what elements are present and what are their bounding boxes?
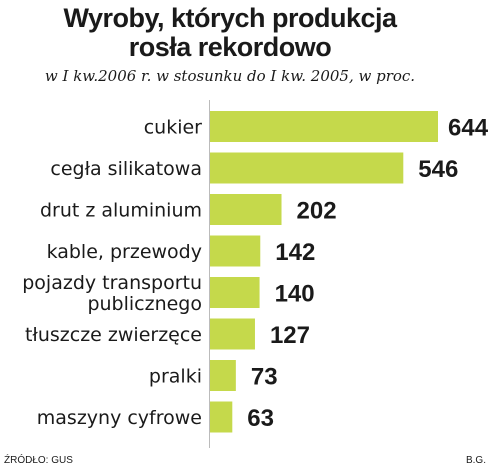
bar (210, 111, 438, 142)
bar (210, 277, 260, 308)
value-label: 63 (247, 405, 274, 432)
category-label: publicznego (87, 293, 202, 315)
chart-title-text: Wyroby, których produkcja rosła rekordowo (63, 3, 397, 62)
category-label: maszyny cyfrowe (37, 407, 202, 429)
category-label: kable, przewody (47, 241, 202, 263)
bar-chart: cukier 644 cegła silikatowa 546 drut z alumi… (22, 100, 489, 448)
chart-title-line: Wyroby, których produkcja (63, 3, 397, 33)
bar (210, 360, 236, 391)
category-label: tłuszcze zwierzęce (25, 324, 202, 346)
chart-title: Wyroby, których produkcja rosła rekordowo (0, 4, 460, 62)
chart-subtitle: w I kw.2006 r. w stosunku do I kw. 2005,… (44, 67, 416, 85)
bar (210, 194, 282, 225)
chart-title-line: rosła rekordowo (128, 32, 332, 62)
bar (210, 401, 233, 433)
value-label: 142 (275, 239, 315, 266)
value-label: 546 (418, 156, 458, 183)
bar (210, 152, 404, 184)
category-label: cegła silikatowa (50, 158, 202, 180)
category-label: pojazdy transportu (22, 272, 202, 294)
author-credit: B.G. (465, 455, 486, 466)
category-label: cukier (144, 117, 202, 139)
source-note: ŹRÓDŁO: GUS (4, 455, 73, 466)
value-label: 202 (297, 198, 337, 225)
bar (210, 235, 261, 267)
value-label: 644 (448, 115, 489, 142)
category-label: drut z aluminium (40, 200, 202, 222)
value-label: 127 (270, 322, 310, 349)
value-label: 73 (251, 364, 278, 391)
value-label: 140 (275, 281, 315, 308)
category-label: pralki (149, 366, 202, 388)
bar (210, 318, 255, 350)
